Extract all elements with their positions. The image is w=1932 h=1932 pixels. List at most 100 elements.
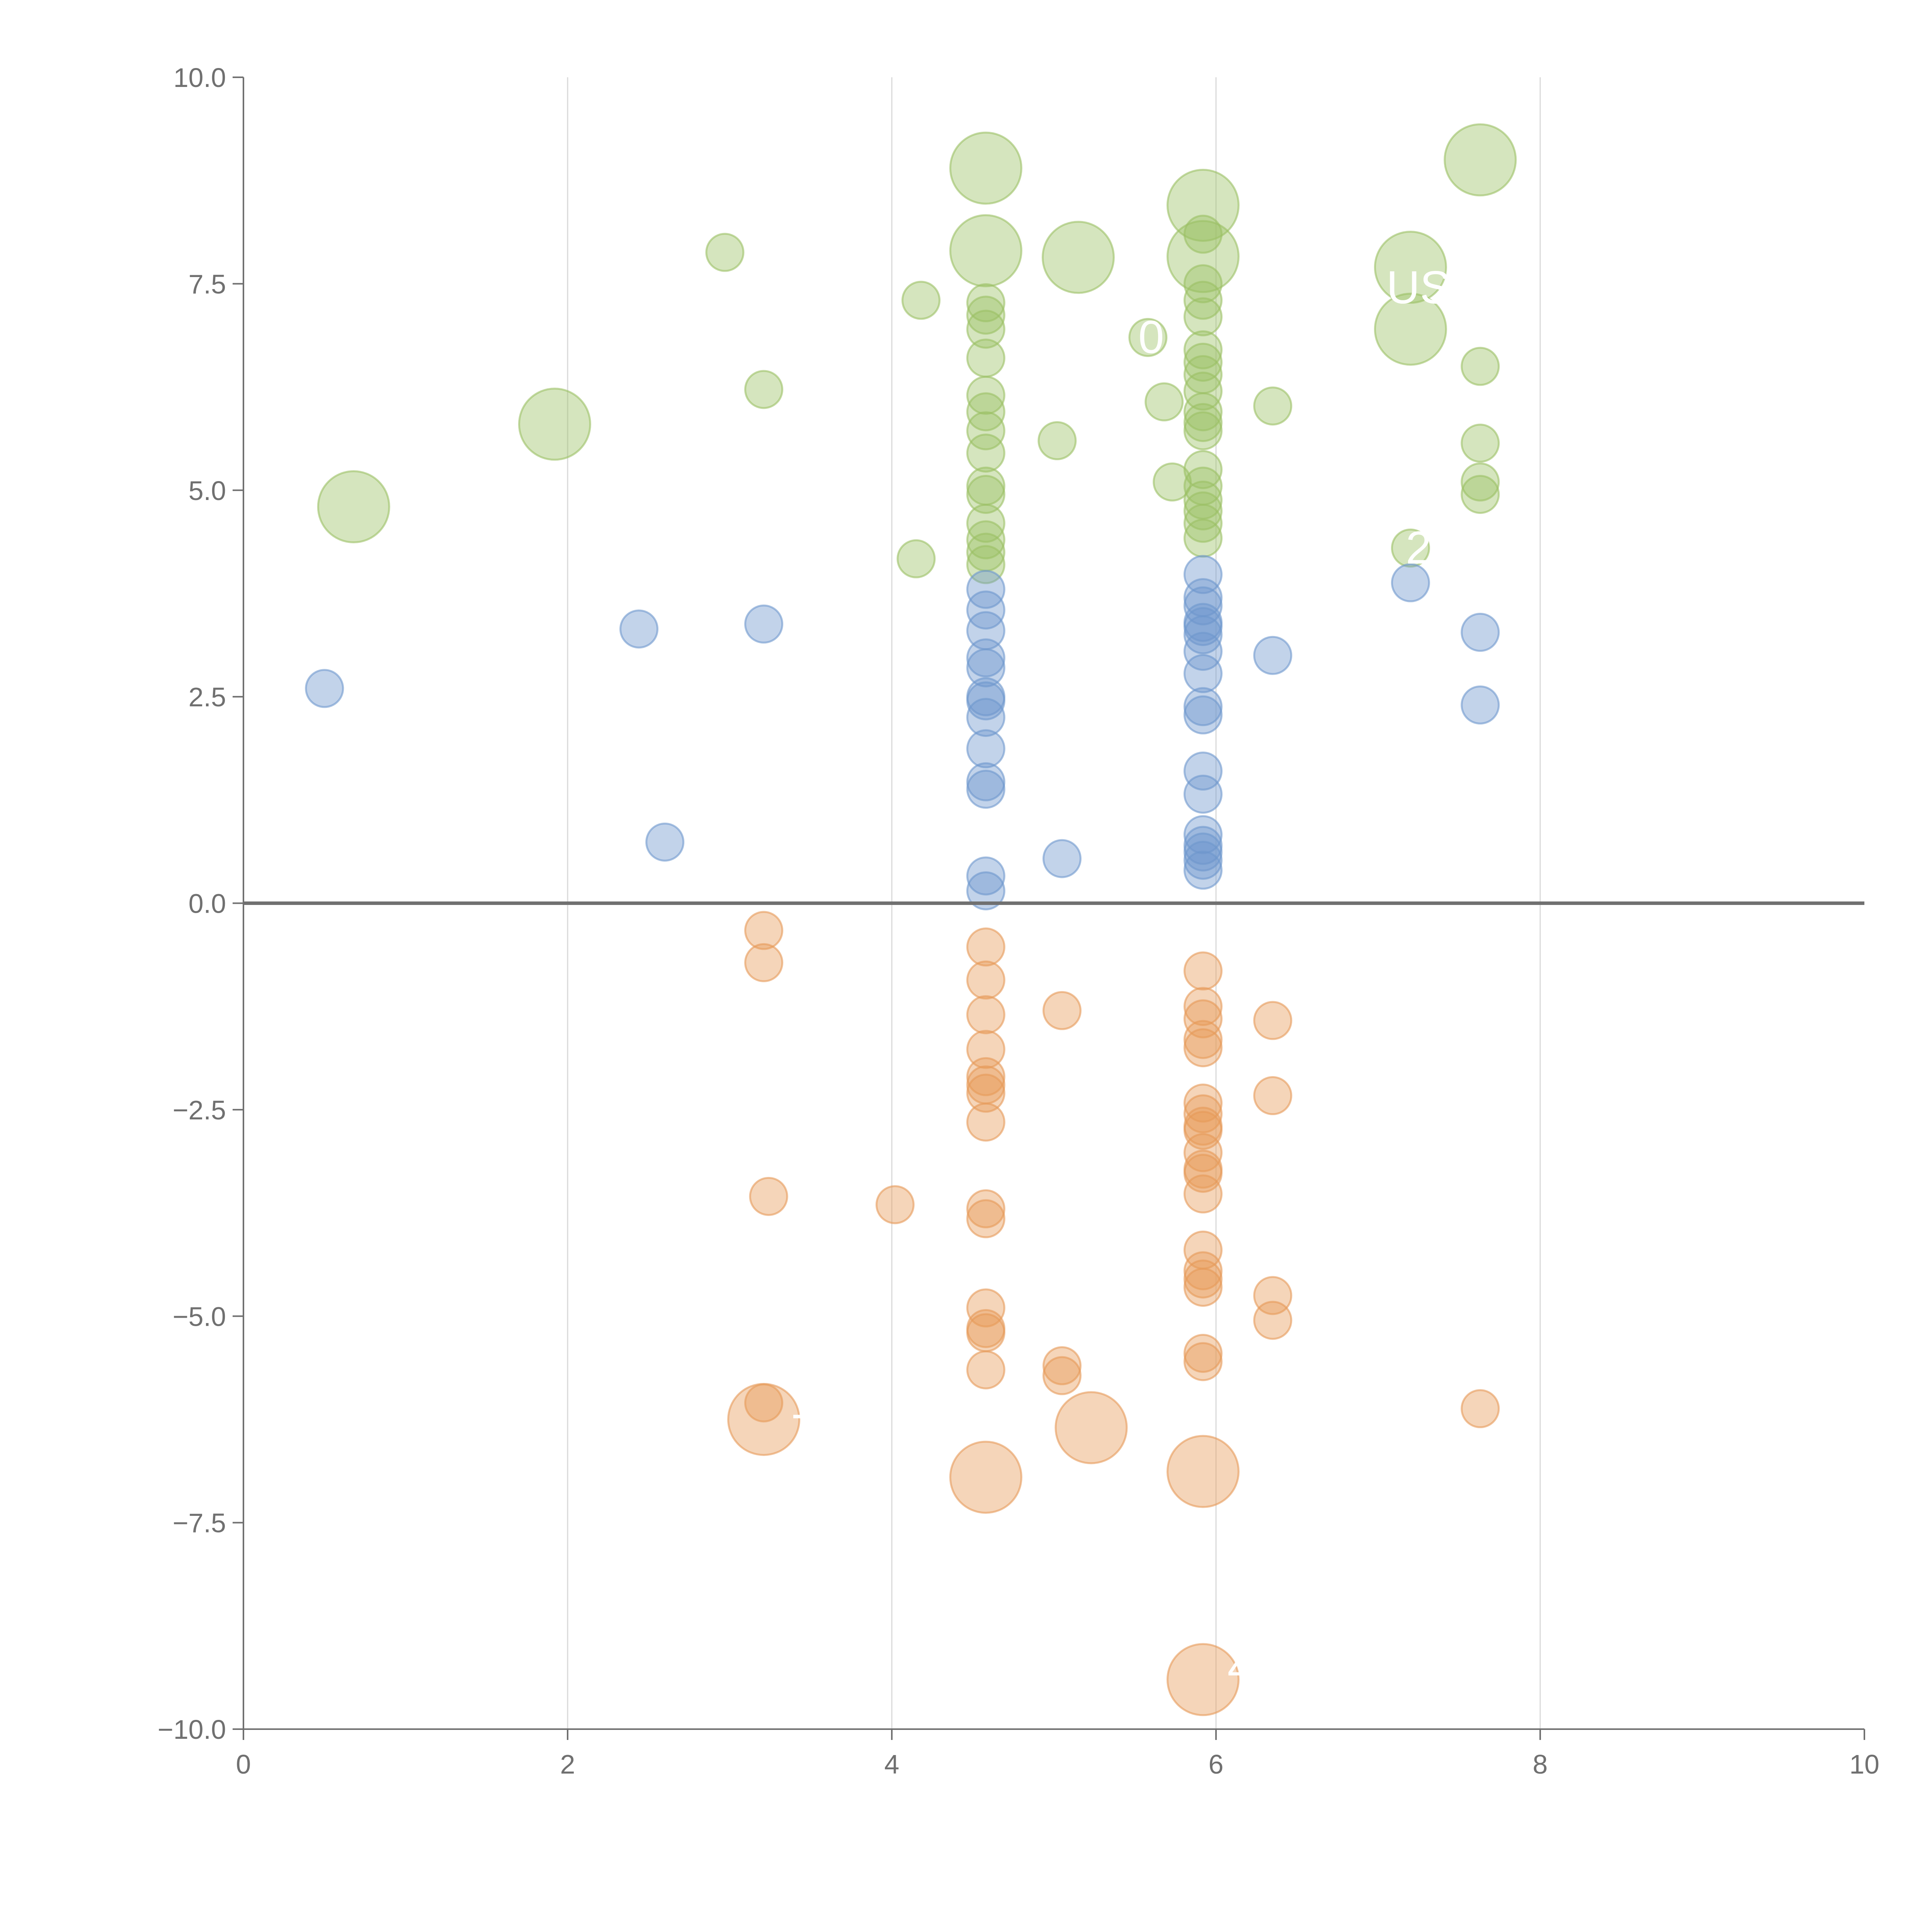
bubble-mid-2[interactable] [645, 822, 685, 862]
bubble-mid-25[interactable] [1183, 654, 1223, 693]
bubble-mid-24[interactable] [1183, 632, 1223, 671]
bubble-high-47[interactable] [1374, 231, 1447, 304]
bubble-high-36[interactable] [1183, 371, 1223, 411]
bubble-high-29[interactable] [1183, 214, 1223, 254]
bubble-low-8[interactable] [966, 995, 1005, 1034]
bubble-mid-35[interactable] [1253, 636, 1293, 675]
bubble-mid-14[interactable] [966, 770, 1005, 809]
bubble-high-0[interactable] [317, 470, 390, 543]
bubble-low-26[interactable] [1183, 987, 1223, 1026]
bubble-mid-1[interactable] [619, 609, 659, 649]
bubble-high-48[interactable] [1374, 293, 1447, 366]
bubble-mid-28[interactable] [1183, 752, 1223, 791]
bubble-low-41[interactable] [1183, 1267, 1223, 1307]
bubble-high-34[interactable] [1183, 342, 1223, 382]
bubble-mid-36[interactable] [1391, 563, 1430, 602]
bubble-low-21[interactable] [1042, 991, 1082, 1030]
bubble-low-12[interactable] [966, 1073, 1005, 1113]
bubble-low-13[interactable] [966, 1102, 1005, 1142]
bubble-high-32[interactable] [1183, 297, 1223, 337]
bubble-high-9[interactable] [966, 296, 1005, 335]
bubble-low-24[interactable] [1054, 1391, 1128, 1464]
bubble-low-44[interactable] [1166, 1435, 1240, 1508]
bubble-high-52[interactable] [1461, 423, 1500, 463]
bubble-mid-4[interactable] [966, 570, 1005, 609]
bubble-low-28[interactable] [1183, 1020, 1223, 1059]
bubble-high-30[interactable] [1183, 264, 1223, 303]
bubble-mid-15[interactable] [966, 856, 1005, 896]
bubble-high-2[interactable] [705, 233, 745, 272]
bubble-high-7[interactable] [949, 214, 1022, 287]
bubble-mid-0[interactable] [305, 669, 344, 708]
bubble-low-20[interactable] [949, 1440, 1022, 1514]
bubble-high-44[interactable] [1183, 503, 1223, 543]
bubble-high-6[interactable] [949, 131, 1022, 205]
bubble-low-25[interactable] [1183, 951, 1223, 991]
bubble-high-54[interactable] [1461, 474, 1500, 514]
bubble-low-36[interactable] [1183, 1153, 1223, 1193]
bubble-low-4[interactable] [727, 1383, 801, 1456]
bubble-high-27[interactable] [1166, 168, 1240, 242]
bubble-low-45[interactable] [1166, 1643, 1240, 1716]
bubble-low-7[interactable] [966, 960, 1005, 1000]
bubble-mid-23[interactable] [1183, 615, 1223, 655]
bubble-low-10[interactable] [966, 1057, 1005, 1096]
bubble-mid-3[interactable] [744, 604, 784, 644]
bubble-low-22[interactable] [1042, 1346, 1082, 1385]
bubble-high-4[interactable] [896, 539, 936, 578]
bubble-high-39[interactable] [1183, 411, 1223, 451]
bubble-mid-26[interactable] [1183, 687, 1223, 726]
bubble-high-50[interactable] [1444, 123, 1517, 197]
bubble-high-46[interactable] [1253, 386, 1293, 426]
bubble-low-46[interactable] [1253, 1001, 1293, 1040]
bubble-low-40[interactable] [1183, 1259, 1223, 1299]
bubble-mid-33[interactable] [1183, 840, 1223, 880]
bubble-low-43[interactable] [1183, 1342, 1223, 1381]
bubble-high-31[interactable] [1183, 281, 1223, 320]
bubble-high-1[interactable] [518, 388, 591, 461]
bubble-low-33[interactable] [1183, 1111, 1223, 1150]
bubble-high-53[interactable] [1461, 462, 1500, 502]
bubble-high-40[interactable] [1183, 450, 1223, 489]
bubble-high-22[interactable] [1037, 421, 1077, 460]
bubble-high-10[interactable] [966, 310, 1005, 349]
bubble-high-23[interactable] [1041, 221, 1115, 294]
bubble-low-42[interactable] [1183, 1333, 1223, 1373]
bubble-low-19[interactable] [966, 1350, 1005, 1389]
bubble-low-27[interactable] [1183, 999, 1223, 1039]
bubble-mid-5[interactable] [966, 590, 1005, 630]
bubble-high-24[interactable] [1128, 318, 1168, 357]
bubble-low-5[interactable] [875, 1185, 915, 1225]
bubble-low-1[interactable] [744, 943, 784, 982]
bubble-mid-16[interactable] [966, 871, 1005, 910]
bubble-high-51[interactable] [1461, 347, 1500, 386]
bubble-low-9[interactable] [966, 1030, 1005, 1069]
bubble-low-34[interactable] [1183, 1133, 1223, 1172]
bubble-mid-27[interactable] [1183, 695, 1223, 735]
bubble-mid-38[interactable] [1461, 685, 1500, 724]
bubble-high-15[interactable] [966, 434, 1005, 473]
bubble-low-49[interactable] [1253, 1301, 1293, 1340]
bubble-mid-17[interactable] [1042, 839, 1082, 878]
bubble-low-31[interactable] [1183, 1094, 1223, 1134]
bubble-mid-7[interactable] [966, 638, 1005, 678]
bubble-mid-29[interactable] [1183, 774, 1223, 814]
bubble-high-18[interactable] [966, 503, 1005, 543]
bubble-high-25[interactable] [1145, 382, 1184, 422]
bubble-mid-20[interactable] [1183, 586, 1223, 626]
bubble-low-18[interactable] [966, 1313, 1005, 1352]
bubble-high-14[interactable] [966, 411, 1005, 451]
bubble-low-15[interactable] [966, 1199, 1005, 1238]
bubble-high-17[interactable] [966, 474, 1005, 514]
bubble-mid-12[interactable] [966, 729, 1005, 769]
bubble-low-6[interactable] [966, 927, 1005, 967]
bubble-low-30[interactable] [1183, 1083, 1223, 1123]
bubble-high-12[interactable] [966, 376, 1005, 415]
bubble-low-0[interactable] [744, 911, 784, 950]
bubble-low-37[interactable] [1183, 1174, 1223, 1214]
bubble-high-43[interactable] [1183, 491, 1223, 531]
bubble-high-3[interactable] [744, 370, 784, 409]
bubble-low-14[interactable] [966, 1189, 1005, 1228]
bubble-high-5[interactable] [901, 281, 941, 320]
bubble-high-11[interactable] [966, 338, 1005, 378]
